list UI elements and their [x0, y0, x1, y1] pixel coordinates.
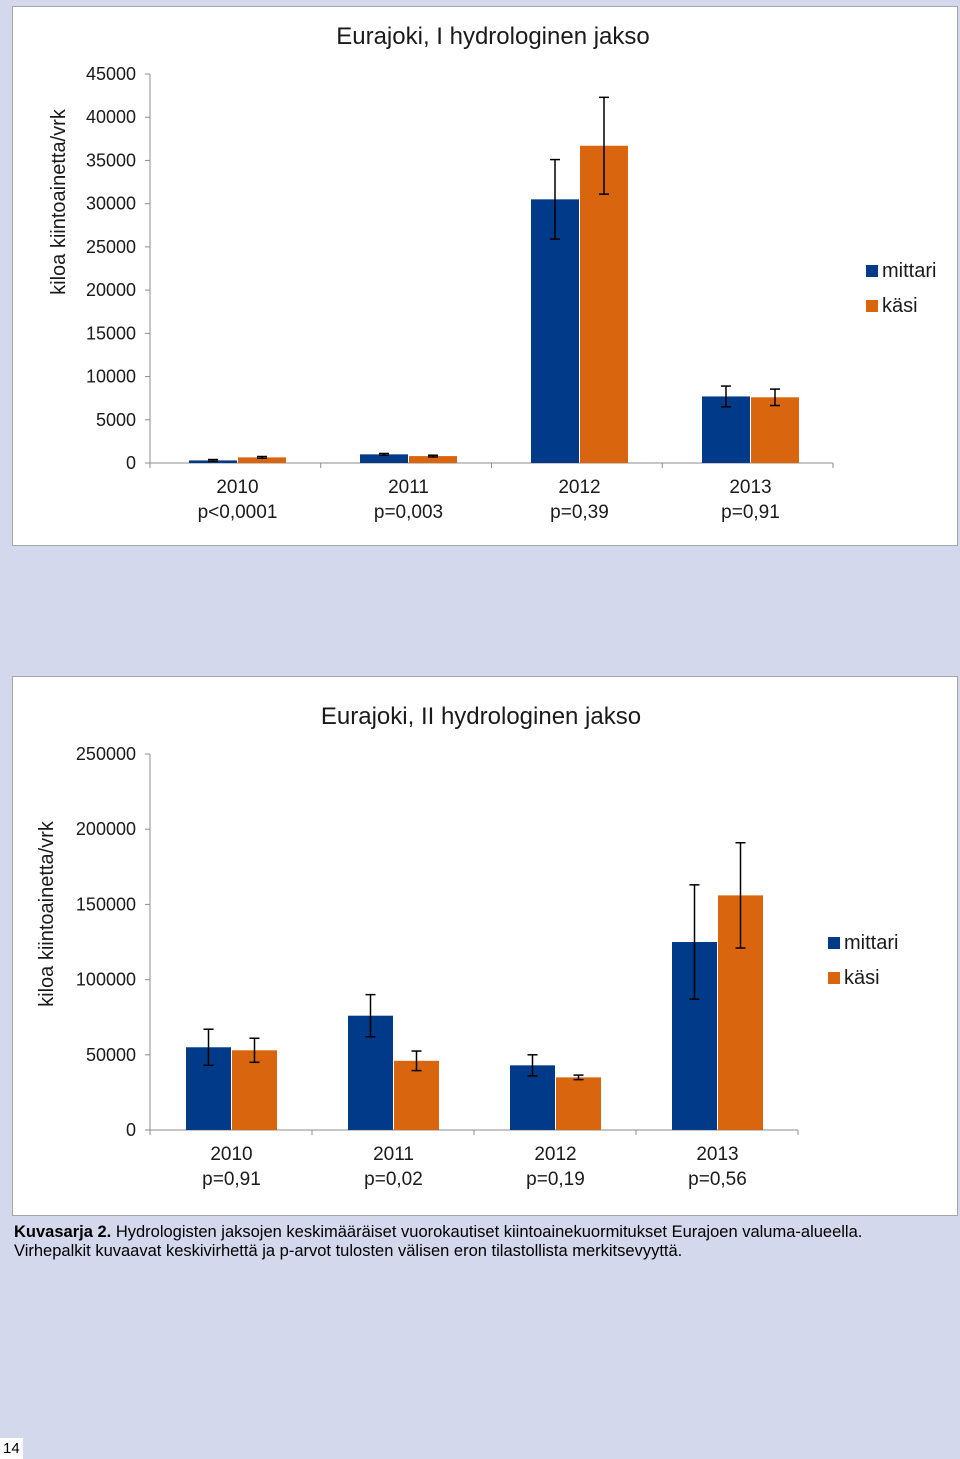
x-category-year: 2012 [534, 1144, 576, 1165]
chart-title: Eurajoki, I hydrologinen jakso [336, 23, 650, 50]
x-category-p-value: p=0,91 [202, 1169, 261, 1190]
bar [580, 145, 628, 463]
y-tick-label: 250000 [76, 744, 136, 764]
bar [232, 1050, 277, 1130]
x-category-p-value: p=0,39 [550, 502, 609, 523]
bar [751, 397, 799, 463]
chart-title: Eurajoki, II hydrologinen jakso [321, 703, 641, 730]
chart-panel-period-1: Eurajoki, I hydrologinen jakso kiloa kiin… [12, 6, 958, 546]
bar [360, 454, 408, 463]
y-axis-title: kiloa kiintoainetta/vrk [36, 820, 58, 1007]
bar [556, 1077, 601, 1130]
y-tick-label: 0 [126, 453, 136, 473]
x-category-year: 2013 [696, 1144, 738, 1165]
bar [394, 1060, 439, 1130]
chart-period-2: Eurajoki, II hydrologinen jakso kiloa kii… [36, 703, 898, 1190]
x-category-p-value: p<0,0001 [198, 502, 278, 523]
legend-label: mittari [844, 932, 898, 954]
y-tick-label: 45000 [86, 64, 136, 84]
chart-period-1: Eurajoki, I hydrologinen jakso kiloa kiin… [48, 23, 936, 523]
y-tick-label: 25000 [86, 237, 136, 257]
y-tick-label: 200000 [76, 819, 136, 839]
legend-label: käsi [882, 295, 918, 317]
x-category-year: 2010 [210, 1144, 252, 1165]
y-tick-label: 150000 [76, 894, 136, 914]
caption-label: Kuvasarja 2. [14, 1223, 112, 1241]
bar [531, 199, 579, 463]
legend-swatch [828, 937, 840, 949]
y-tick-label: 0 [126, 1120, 136, 1140]
caption-line-2: Virhepalkit kuvaavat keskivirhettä ja p-… [14, 1242, 683, 1260]
x-category-p-value: p=0,19 [526, 1169, 585, 1190]
x-category-p-value: p=0,91 [721, 502, 780, 523]
x-category-p-value: p=0,02 [364, 1169, 423, 1190]
x-category-p-value: p=0,003 [374, 502, 443, 523]
legend-label: mittari [882, 260, 936, 282]
y-tick-label: 30000 [86, 194, 136, 214]
y-tick-label: 10000 [86, 367, 136, 387]
legend-swatch [866, 300, 878, 312]
figure-caption: Kuvasarja 2. Hydrologisten jaksojen kesk… [14, 1223, 944, 1261]
y-tick-label: 15000 [86, 323, 136, 343]
chart-panel-period-2: Eurajoki, II hydrologinen jakso kiloa kii… [12, 676, 958, 1216]
x-category-year: 2010 [216, 477, 258, 498]
y-tick-label: 35000 [86, 150, 136, 170]
x-category-year: 2011 [373, 1144, 414, 1165]
y-tick-label: 50000 [86, 1045, 136, 1065]
y-tick-label: 100000 [76, 970, 136, 990]
legend-swatch [866, 265, 878, 277]
y-tick-label: 20000 [86, 280, 136, 300]
legend-label: käsi [844, 967, 880, 989]
legend-swatch [828, 972, 840, 984]
y-axis-title: kiloa kiintoainetta/vrk [48, 108, 70, 295]
y-tick-label: 40000 [86, 107, 136, 127]
x-category-year: 2013 [729, 477, 771, 498]
x-category-year: 2012 [558, 477, 600, 498]
bar [238, 457, 286, 463]
bar [409, 456, 457, 463]
caption-line-1: Hydrologisten jaksojen keskimääräiset vu… [111, 1223, 863, 1241]
page-number: 14 [0, 1438, 23, 1459]
y-tick-label: 5000 [96, 410, 136, 430]
x-category-year: 2011 [388, 477, 429, 498]
x-category-p-value: p=0,56 [688, 1169, 747, 1190]
